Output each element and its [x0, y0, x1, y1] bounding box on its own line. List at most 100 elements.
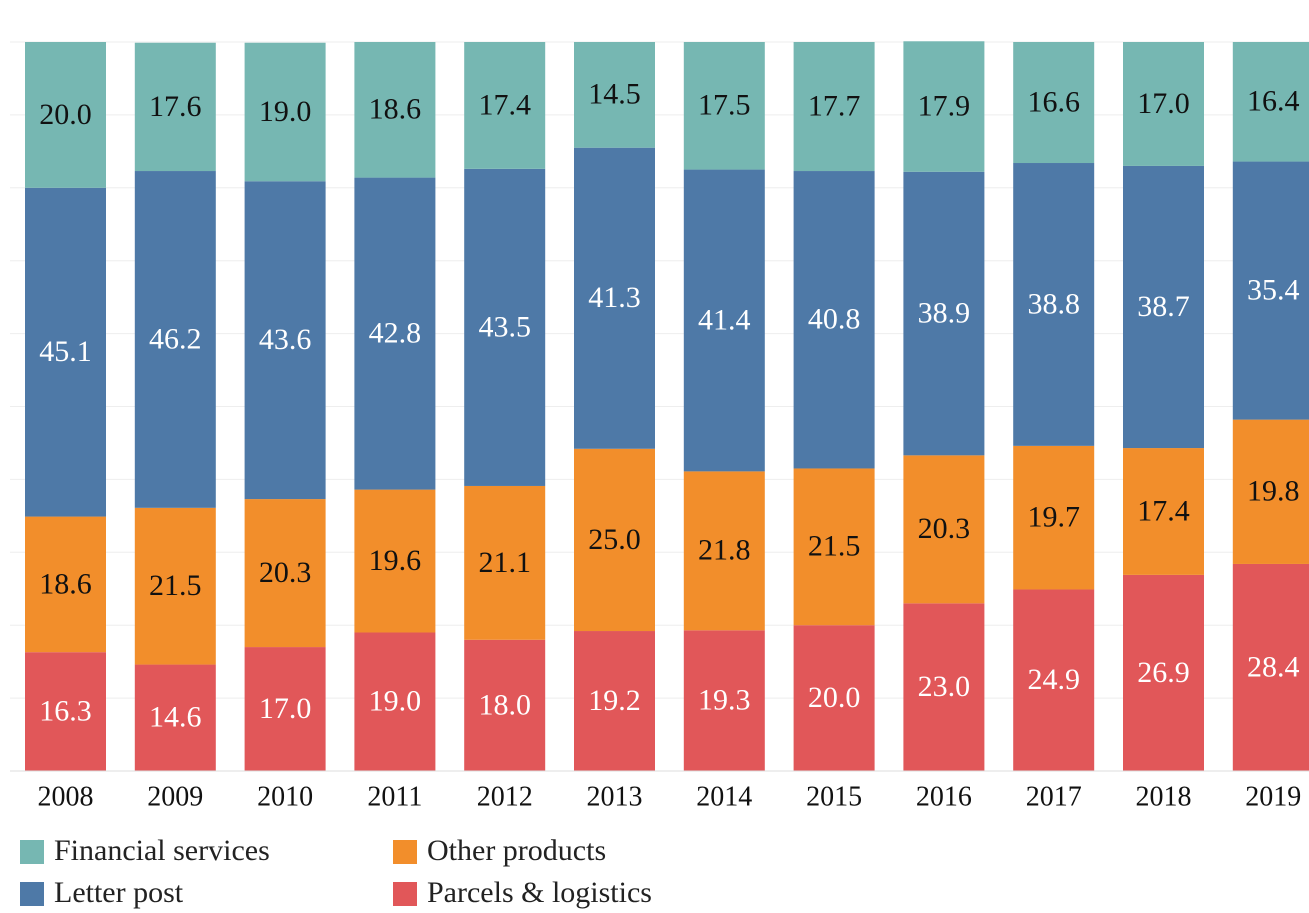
data-label: 18.6 [369, 93, 422, 126]
bar-segment [134, 171, 216, 508]
bar-segment [683, 471, 765, 631]
bar-segment [1013, 445, 1095, 590]
bar-segment [574, 631, 655, 771]
data-label: 19.3 [698, 684, 751, 717]
bar-segment [793, 42, 875, 172]
x-tick-label: 2008 [38, 781, 94, 812]
data-label: 14.6 [149, 701, 202, 734]
data-label: 24.9 [1027, 663, 1080, 696]
data-label: 14.5 [588, 78, 641, 111]
data-label: 16.6 [1027, 85, 1080, 118]
x-tick-label: 2009 [147, 781, 203, 812]
bar-segment [244, 647, 326, 771]
bar-segment [574, 448, 655, 632]
bar-segment [244, 499, 326, 648]
bar-segment [134, 664, 216, 771]
bar-segment [793, 171, 875, 469]
bar-segment [793, 625, 875, 771]
data-label: 16.3 [39, 694, 92, 727]
bar-segment [574, 42, 655, 148]
bar-segment [683, 169, 765, 472]
data-label: 17.6 [149, 90, 202, 123]
bar-segment [1013, 163, 1095, 446]
legend-label: Other products [427, 834, 606, 867]
data-label: 20.0 [39, 98, 92, 131]
data-label: 42.8 [369, 316, 422, 349]
bar-segment [134, 42, 216, 172]
x-tick-label: 2018 [1136, 781, 1192, 812]
bar-segment [354, 632, 436, 771]
data-label: 35.4 [1247, 273, 1300, 306]
data-label: 38.9 [918, 296, 971, 329]
legend-label: Letter post [54, 876, 184, 909]
data-label: 19.2 [588, 684, 641, 717]
x-tick-label: 2015 [806, 781, 862, 812]
x-tick-label: 2014 [696, 781, 752, 812]
data-label: 17.0 [259, 692, 312, 725]
x-tick-label: 2019 [1245, 781, 1301, 812]
bar-segment [1123, 448, 1204, 575]
data-label: 17.9 [918, 89, 971, 122]
legend-swatch [393, 882, 417, 906]
legend-label: Parcels & logistics [427, 876, 652, 909]
bar-segment [793, 468, 875, 626]
x-tick-label: 2012 [477, 781, 533, 812]
bar-segment [1013, 42, 1095, 164]
data-label: 38.7 [1137, 290, 1190, 323]
bar-segment [354, 489, 436, 633]
bar-segment [354, 42, 436, 178]
data-label: 21.5 [149, 569, 202, 602]
data-label: 20.3 [918, 512, 971, 545]
data-label: 41.4 [698, 303, 751, 336]
legend-swatch [20, 882, 44, 906]
bar-segment [903, 603, 985, 771]
data-label: 40.8 [808, 303, 861, 336]
bar-segment [1013, 589, 1095, 771]
legend-swatch [20, 840, 44, 864]
data-label: 21.8 [698, 534, 751, 567]
bar-segment [244, 42, 326, 182]
data-label: 19.0 [369, 685, 422, 718]
data-label: 45.1 [39, 335, 92, 368]
legend-swatch [393, 840, 417, 864]
bar-segment [1232, 563, 1309, 771]
data-label: 38.8 [1027, 287, 1080, 320]
data-label: 20.3 [259, 556, 312, 589]
data-label: 43.5 [478, 310, 531, 343]
data-label: 17.4 [1137, 494, 1190, 527]
x-tick-label: 2017 [1026, 781, 1082, 812]
data-label: 25.0 [588, 523, 641, 556]
bar-segment [903, 41, 985, 172]
bar-segment [1123, 574, 1204, 771]
bar-segment [25, 187, 106, 517]
data-label: 21.5 [808, 530, 861, 563]
bar-segment [134, 507, 216, 665]
data-label: 16.4 [1247, 85, 1300, 118]
data-label: 19.6 [369, 544, 422, 577]
bar-segment [464, 168, 546, 486]
data-label: 28.4 [1247, 650, 1300, 683]
bar-segment [354, 177, 436, 490]
data-label: 18.0 [478, 688, 531, 721]
x-tick-label: 2016 [916, 781, 972, 812]
data-label: 18.6 [39, 567, 92, 600]
bar-segment [25, 42, 106, 188]
legend-label: Financial services [54, 834, 270, 867]
data-label: 17.0 [1137, 87, 1190, 120]
data-label: 26.9 [1137, 656, 1190, 689]
bar-segment [464, 639, 546, 771]
bar-segment [244, 181, 326, 500]
bar-segment [574, 147, 655, 449]
bar-segment [464, 42, 546, 169]
data-label: 43.6 [259, 323, 312, 356]
bar-segment [1232, 419, 1309, 564]
data-label: 19.8 [1247, 475, 1300, 508]
bar-segment [464, 485, 546, 640]
data-label: 17.5 [698, 89, 751, 122]
bar-segment [1232, 42, 1309, 162]
bar-segment [25, 516, 106, 653]
data-label: 46.2 [149, 322, 202, 355]
data-label: 17.4 [478, 88, 531, 121]
bar-segment [1123, 165, 1204, 449]
